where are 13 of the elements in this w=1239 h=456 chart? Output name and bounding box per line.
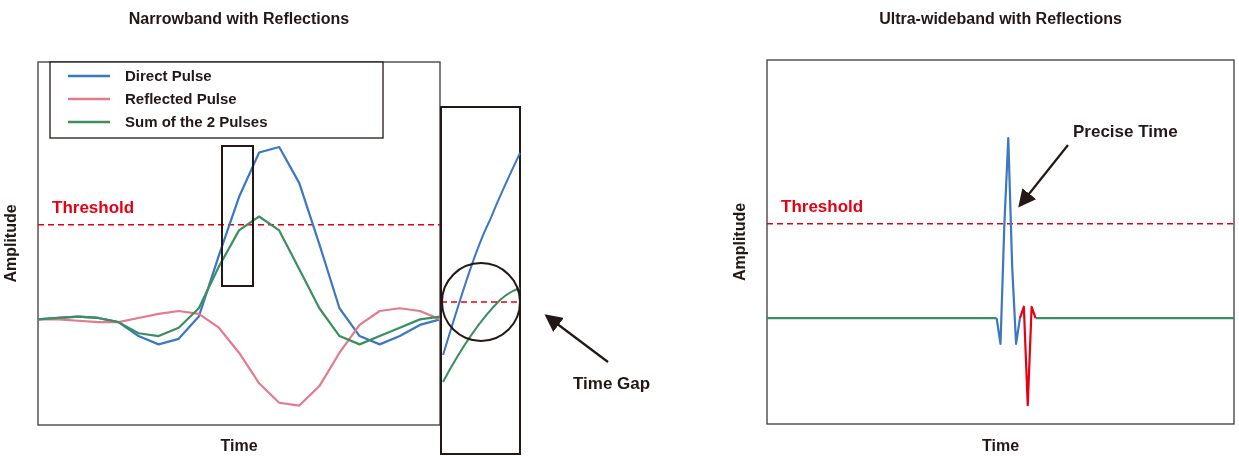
x-axis-title: Time: [981, 437, 1020, 454]
legend-label: Direct Pulse: [125, 67, 212, 84]
annotation: Precise Time: [1073, 122, 1178, 141]
legend-label: Reflected Pulse: [125, 90, 237, 107]
ref-line-label: Threshold: [781, 196, 864, 216]
y-axis-title: Amplitude: [2, 204, 19, 283]
y-axis-title: Amplitude: [731, 202, 748, 282]
chart-title: Narrowband with Reflections: [128, 10, 350, 27]
x-axis-title: Time: [220, 437, 258, 454]
chart-title: Ultra-wideband with Reflections: [879, 10, 1122, 27]
ref-line-label: Threshold: [52, 197, 135, 217]
legend-label: Sum of the 2 Pulses: [125, 113, 268, 130]
text: Time Gap: [573, 374, 651, 393]
